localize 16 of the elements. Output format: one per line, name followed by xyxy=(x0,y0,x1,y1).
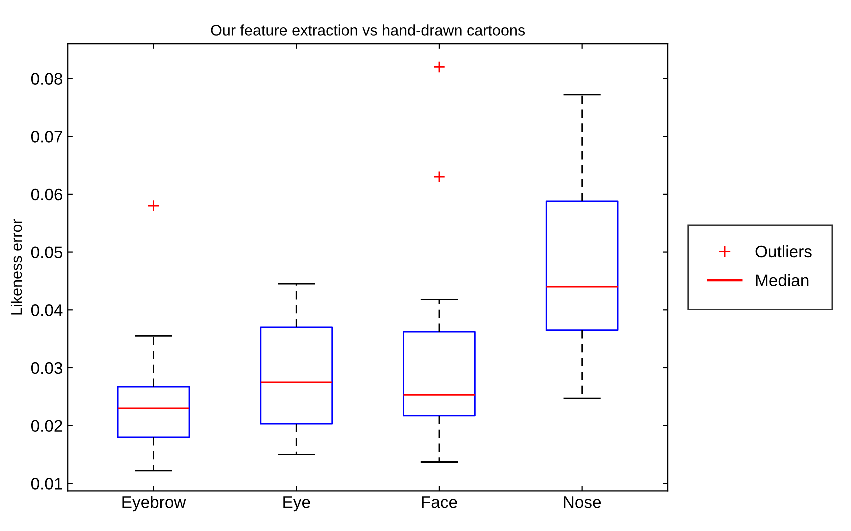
x-tick-label: Eye xyxy=(284,496,310,512)
y-tick-label: 0.07 xyxy=(31,131,62,143)
x-tick-label: Face xyxy=(422,496,458,508)
y-tick-label: 0.08 xyxy=(31,73,62,85)
x-tick-label: Nose xyxy=(564,496,602,508)
y-tick-label: 0.05 xyxy=(31,246,63,258)
chart-title: Our feature extraction vs hand-drawn cartoons xyxy=(211,24,526,36)
y-tick-label: 0.01 xyxy=(31,478,62,490)
legend-label: Outliers xyxy=(756,245,812,258)
text: Median xyxy=(756,274,809,287)
y-tick-label: 0.02 xyxy=(31,420,62,432)
y-axis-title: Likeness error xyxy=(10,219,22,315)
y-tick-label: 0.04 xyxy=(31,304,63,316)
y-tick-label: 0.03 xyxy=(31,362,62,374)
x-tick-label: Eyebrow xyxy=(122,496,186,512)
y-tick-label: 0.06 xyxy=(31,188,62,201)
